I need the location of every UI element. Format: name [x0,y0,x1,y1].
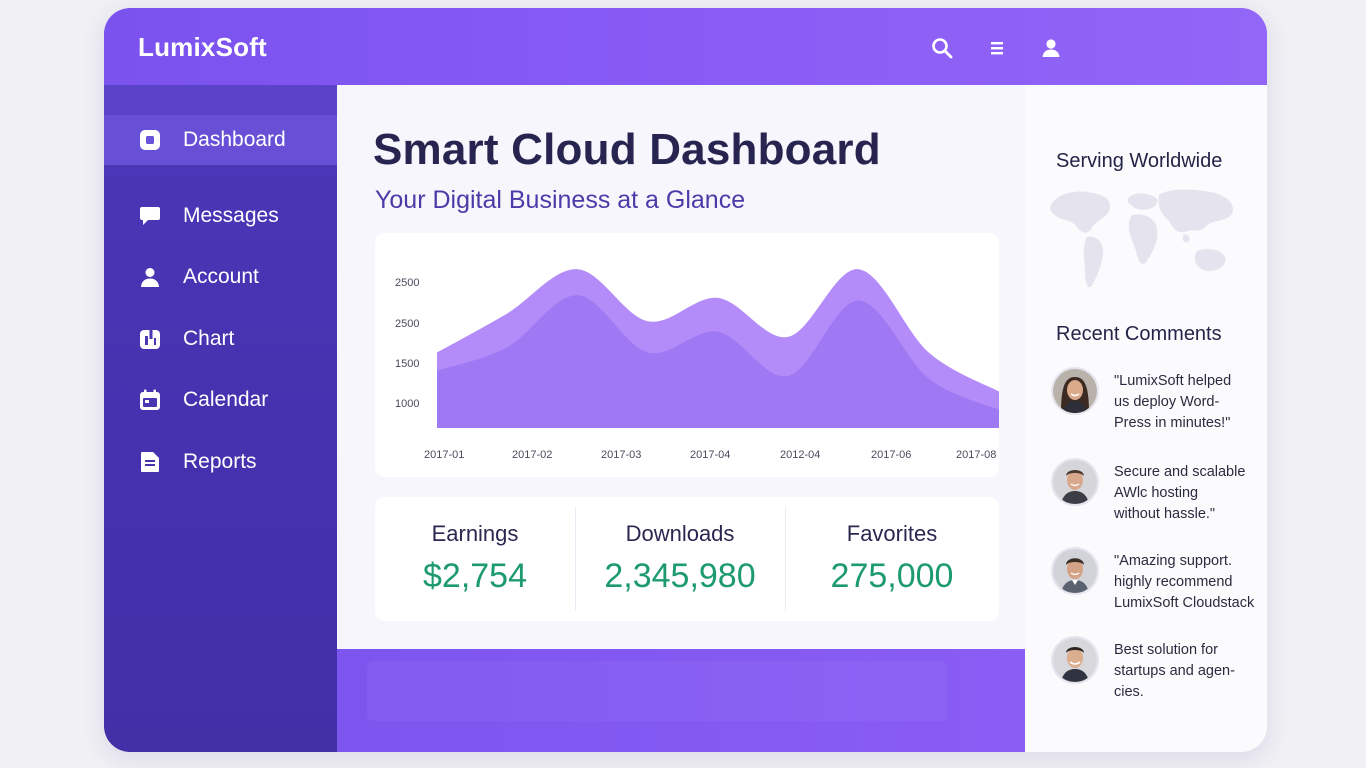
sidebar-item-label: Reports [183,450,257,473]
stat-favorites: Favorites 275,000 [785,497,999,621]
stat-value: $2,754 [423,557,527,595]
chart-icon [138,327,162,351]
stat-divider [575,507,576,611]
right-panel: Serving Worldwide Recent Comments [1025,85,1267,752]
sidebar-top-strip [104,85,337,115]
comment-text: "LumixSoft helped us deploy Word- Press … [1114,373,1232,431]
comment-text: "Amazing support. highly recommend Lumix… [1114,553,1255,611]
calendar-icon [138,388,162,412]
x-tick-label: 2017-06 [871,449,911,461]
stat-label: Earnings [431,521,519,546]
menu-icon[interactable] [985,36,1009,60]
dashboard-icon [138,128,162,152]
x-tick-label: 2017-08 [956,449,996,461]
user-icon[interactable] [1039,36,1063,60]
chat-bubble-icon [138,204,162,228]
sidebar-item-label: Chart [183,327,235,350]
document-icon [138,450,162,474]
comment-text: Best solution for startups and agen- cie… [1114,642,1235,700]
sidebar-item-label: Calendar [183,388,269,411]
area-chart-card: 2500 2500 1500 1000 2017-01 2017-02 2017-03 201… [375,233,999,477]
area-series-1 [437,295,999,428]
sidebar-item-label: Dashboard [183,128,286,151]
sidebar-item-chart[interactable]: Chart [104,314,337,364]
x-tick-label: 2017-01 [424,449,464,461]
search-icon[interactable] [930,36,954,60]
x-tick-label: 2017-04 [690,449,730,461]
y-tick-label: 1000 [395,398,419,410]
stat-label: Favorites [846,521,938,546]
sidebar-item-messages[interactable]: Messages [104,191,337,241]
y-tick-label: 2500 [395,318,419,330]
x-tick-label: 2012-04 [780,449,820,461]
main-content: Smart Cloud Dashboard Your Digital Busin… [337,85,1025,649]
woman-avatar [1051,367,1099,415]
man-avatar [1051,547,1099,595]
x-tick-label: 2017-03 [601,449,641,461]
stat-downloads: Downloads 2,345,980 [575,497,785,621]
bottom-banner [337,649,1025,752]
man-avatar [1051,636,1099,684]
comments-heading: Recent Comments [1056,323,1222,345]
sidebar: Dashboard Messages Account Chart Calenda [104,85,337,752]
sidebar-item-reports[interactable]: Reports [104,437,337,487]
stats-card: Earnings $2,754 Downloads 2,345,980 Favo… [375,497,999,621]
top-bar: LumixSoft [104,8,1267,85]
map-heading: Serving Worldwide [1056,150,1223,172]
sidebar-item-calendar[interactable]: Calendar [104,375,337,425]
stat-earnings: Earnings $2,754 [375,497,575,621]
stat-value: 2,345,980 [604,557,756,595]
comment-text: Secure and scalable AWlc hosting without… [1114,464,1246,522]
stat-label: Downloads [625,521,735,546]
sidebar-item-dashboard[interactable]: Dashboard [104,115,337,165]
stat-divider [785,507,786,611]
app-window: LumixSoft Dashboard Messages [104,8,1267,752]
sidebar-item-label: Account [183,265,259,288]
sidebar-item-account[interactable]: Account [104,252,337,302]
area-chart: 2500 2500 1500 1000 2017-01 2017-02 2017-03 201… [395,269,999,461]
x-tick-label: 2017-02 [512,449,552,461]
bottom-banner-panel [367,661,947,721]
man-avatar [1051,458,1099,506]
page-subtitle: Your Digital Business at a Glance [375,186,746,214]
brand-logo: LumixSoft [138,32,267,62]
stat-value: 275,000 [830,557,954,595]
person-icon [138,265,162,289]
y-tick-label: 1500 [395,358,419,370]
world-map-icon [1050,189,1234,288]
y-tick-label: 2500 [395,277,419,289]
sidebar-item-label: Messages [183,204,279,227]
page-title: Smart Cloud Dashboard [373,125,881,174]
